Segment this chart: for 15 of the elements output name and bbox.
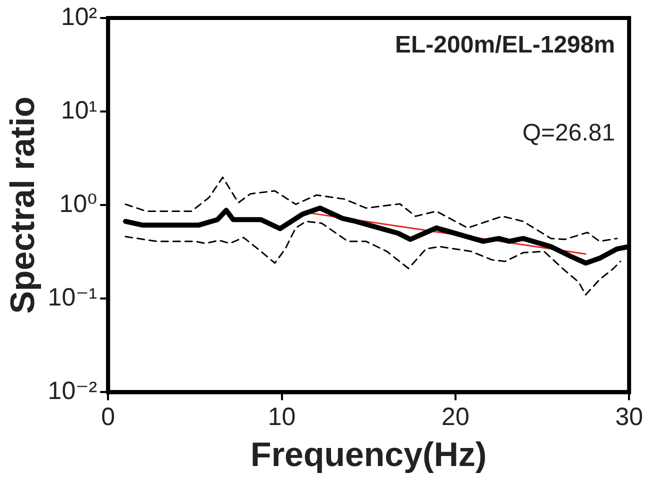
x-tick-label: 0 — [101, 403, 116, 432]
line-series — [124, 220, 622, 296]
x-axis-title: Frequency(Hz) — [250, 436, 487, 474]
y-tick-label: 10⁻¹ — [48, 284, 98, 312]
line-series — [124, 176, 618, 242]
y-axis-title: Spectral ratio — [4, 96, 42, 314]
x-tick-label: 20 — [442, 403, 470, 432]
y-tick-label: 10⁻² — [48, 377, 98, 406]
y-tick-label: 10¹ — [60, 96, 98, 124]
y-tick-label: 10² — [60, 2, 98, 31]
x-tick-label: 10 — [268, 403, 296, 432]
x-tick-label: 30 — [615, 403, 643, 432]
annotation: EL-200m/EL-1298m — [394, 32, 616, 59]
y-tick-label: 10⁰ — [59, 190, 98, 218]
annotation: Q=26.81 — [522, 120, 616, 147]
